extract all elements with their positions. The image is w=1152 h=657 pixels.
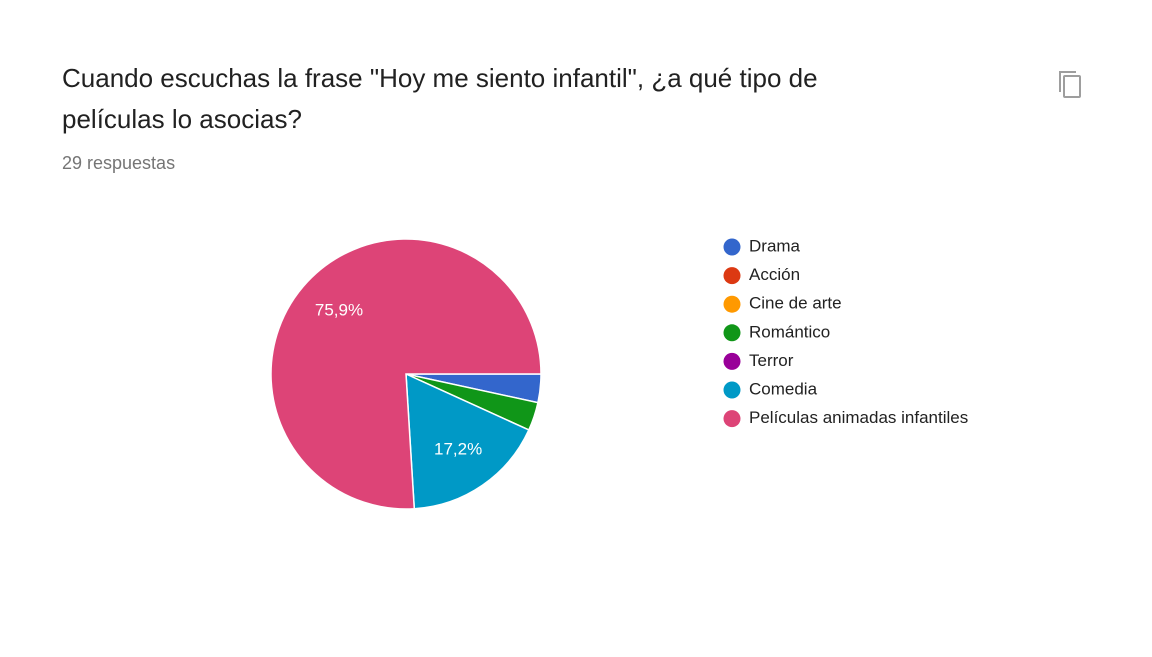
slice-label: 17,2% [434,439,482,458]
legend-swatch [723,238,741,256]
slice-label: 75,9% [315,300,363,319]
legend-label: Cine de arte [749,294,842,313]
copy-icon[interactable] [1059,71,1081,98]
legend-label: Acción [749,265,800,284]
legend-swatch [723,295,741,313]
pie-slice [270,238,542,510]
legend-label: Comedia [749,379,818,398]
legend-swatch [723,381,741,399]
legend-swatch [723,267,741,285]
chart-title: Cuando escuchas la frase "Hoy me siento … [62,63,818,134]
pie-slice [405,372,530,510]
legend-label: Terror [749,351,794,370]
chart-subtitle: 29 respuestas [62,153,175,173]
legend-label: Romántico [749,322,830,341]
legend-label: Drama [749,236,801,255]
legend-swatch [723,352,741,370]
legend-swatch [723,410,741,428]
legend-label: Películas animadas infantiles [749,408,968,427]
legend-swatch [723,324,741,342]
